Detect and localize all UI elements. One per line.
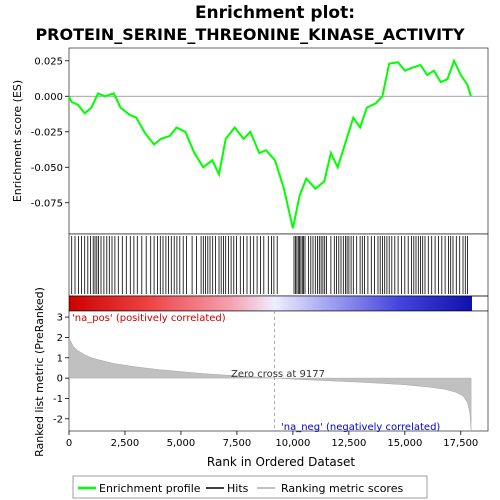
rank-metric-panel: 3 2 1 0 -1 -2 0 2,500 5,000 7,500 10,000 12,500 15,… xyxy=(53,310,489,449)
metric-y-tick-label: -2 xyxy=(53,414,63,425)
legend: Enrichment profile Hits Ranking metric s… xyxy=(72,475,428,499)
rank-x-tick-label: 15,000 xyxy=(387,438,422,449)
rank-x-tick-label: 2,500 xyxy=(111,438,140,449)
es-panel: 0.025 0.000 -0.025 -0.050 -0.075 xyxy=(31,47,489,235)
legend-enrichment-label: Enrichment profile xyxy=(99,482,201,495)
es-y-tick-label: 0.025 xyxy=(34,56,63,67)
neg-label: 'na_neg' (negatively correlated) xyxy=(281,422,440,433)
legend-hits-label: Hits xyxy=(227,482,249,495)
hit-marks xyxy=(71,236,468,294)
es-y-axis-label: Enrichment score (ES) xyxy=(11,80,24,202)
legend-metric-label: Ranking metric scores xyxy=(281,482,403,495)
rank-color-bar xyxy=(69,296,472,311)
es-plot-frame xyxy=(68,47,489,235)
chart-title-line1: Enrichment plot: xyxy=(195,3,355,23)
enrichment-profile-line xyxy=(68,58,472,229)
metric-y-tick-label: 2 xyxy=(57,333,63,344)
metric-y-tick-label: 1 xyxy=(57,353,63,364)
pos-label: 'na_pos' (positively correlated) xyxy=(72,313,226,324)
es-y-axis: 0.025 0.000 -0.025 -0.050 -0.075 xyxy=(31,56,69,209)
x-axis-label: Rank in Ordered Dataset xyxy=(207,455,355,469)
rank-x-tick-label: 12,500 xyxy=(331,438,366,449)
legend-box xyxy=(72,475,428,499)
metric-y-tick-label: 0 xyxy=(57,374,63,385)
chart-title-line2: PROTEIN_SERINE_THREONINE_KINASE_ACTIVITY xyxy=(35,25,465,44)
rank-x-tick-label: 5,000 xyxy=(167,438,196,449)
rank-x-tick-label: 7,500 xyxy=(223,438,252,449)
hits-panel xyxy=(68,233,489,297)
metric-y-tick-label: 3 xyxy=(57,313,63,324)
metric-y-axis: 3 2 1 0 -1 -2 xyxy=(53,313,69,425)
metric-y-axis-label: Ranked list metric (PreRanked) xyxy=(33,287,46,457)
rank-x-axis: 0 2,500 5,000 7,500 10,000 12,500 15,000 17,500 xyxy=(66,431,478,449)
rank-x-tick-label: 17,500 xyxy=(443,438,478,449)
rank-x-tick-label: 10,000 xyxy=(275,438,310,449)
es-y-tick-label: -0.025 xyxy=(31,127,63,138)
zero-cross-label: Zero cross at 9177 xyxy=(231,369,325,380)
es-y-tick-label: -0.075 xyxy=(31,198,63,209)
metric-y-tick-label: -1 xyxy=(53,394,63,405)
es-y-tick-label: 0.000 xyxy=(34,92,63,103)
rank-x-tick-label: 0 xyxy=(66,438,72,449)
es-y-tick-label: -0.050 xyxy=(31,163,63,174)
